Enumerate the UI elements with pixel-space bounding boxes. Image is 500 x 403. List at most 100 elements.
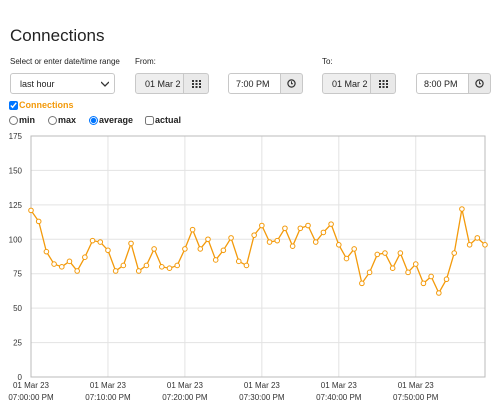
from-date: 01 Mar 2 xyxy=(145,78,181,89)
data-point xyxy=(436,290,442,296)
display-option[interactable]: actual xyxy=(145,115,181,125)
data-point xyxy=(151,246,157,252)
x-tick-label: 01 Mar 23 xyxy=(90,381,127,390)
data-point xyxy=(259,222,265,229)
x-tick-label: 01 Mar 23 xyxy=(398,381,435,390)
series-checkbox[interactable] xyxy=(9,100,18,110)
to-date: 01 Mar 2 xyxy=(332,78,368,89)
x-tick-label: 01 Mar 23 xyxy=(321,381,358,390)
to-time: 8:00 PM xyxy=(424,78,458,89)
data-point xyxy=(297,225,304,232)
y-tick-label: 50 xyxy=(13,304,22,313)
series-toggle[interactable]: Connections xyxy=(9,100,74,110)
clock-icon xyxy=(475,79,484,88)
data-point xyxy=(305,222,311,229)
data-point xyxy=(335,241,342,248)
series-line xyxy=(30,208,486,295)
data-point xyxy=(143,262,150,269)
x-tick-label: 07:20:00 PM xyxy=(162,393,208,402)
range-value: last hour xyxy=(20,78,55,89)
from-time: 7:00 PM xyxy=(236,78,270,89)
option-input[interactable] xyxy=(48,115,57,125)
x-tick-label: 07:40:00 PM xyxy=(316,393,362,402)
data-point xyxy=(451,250,458,256)
to-time-input[interactable]: 8:00 PM xyxy=(416,73,469,94)
display-option[interactable]: max xyxy=(48,115,76,125)
data-point xyxy=(220,247,227,254)
data-point xyxy=(420,280,427,287)
data-point xyxy=(328,221,334,227)
from-date-input[interactable]: 01 Mar 2 xyxy=(135,73,184,94)
y-tick-label: 150 xyxy=(9,166,23,175)
data-point xyxy=(51,261,57,267)
from-label: From: xyxy=(135,57,156,66)
data-point xyxy=(466,241,473,248)
x-tick-label: 01 Mar 23 xyxy=(167,381,204,390)
data-point xyxy=(443,276,450,283)
data-point xyxy=(205,236,211,243)
data-point xyxy=(282,225,288,232)
data-point xyxy=(266,239,273,245)
from-clock-button[interactable] xyxy=(280,73,303,94)
data-point xyxy=(228,235,234,241)
data-point xyxy=(312,239,319,245)
data-point xyxy=(82,254,88,260)
data-point xyxy=(166,265,173,272)
to-label: To: xyxy=(322,57,333,66)
data-point xyxy=(212,257,219,263)
option-input[interactable] xyxy=(145,115,154,125)
option-label: average xyxy=(99,115,134,125)
data-point xyxy=(482,241,488,248)
from-time-input[interactable]: 7:00 PM xyxy=(228,73,281,94)
data-point xyxy=(28,207,34,214)
y-tick-label: 0 xyxy=(18,373,23,382)
data-point xyxy=(289,243,296,249)
option-input[interactable] xyxy=(9,115,18,125)
data-point xyxy=(251,232,257,238)
x-tick-label: 07:00:00 PM xyxy=(8,393,54,402)
data-point xyxy=(120,262,127,269)
data-point xyxy=(274,237,281,244)
x-tick-label: 01 Mar 23 xyxy=(13,381,50,390)
chart: 0 25 50 75 100 125 150 175 01 Mar 23 07:00:00 PM 0… xyxy=(8,132,488,402)
to-clock-button[interactable] xyxy=(468,73,491,94)
data-point xyxy=(135,268,142,274)
data-point xyxy=(366,269,373,276)
y-tick-label: 75 xyxy=(13,270,22,279)
plot-frame xyxy=(30,135,486,378)
display-option[interactable]: min xyxy=(9,115,35,125)
data-point xyxy=(428,273,434,280)
y-tick-label: 125 xyxy=(9,201,23,210)
data-point xyxy=(474,235,481,241)
page-title: Connections xyxy=(10,26,105,45)
data-point xyxy=(66,258,73,265)
from-calendar-button[interactable] xyxy=(183,73,209,94)
data-point xyxy=(97,239,104,245)
data-point xyxy=(374,251,381,258)
to-date-input[interactable]: 01 Mar 2 xyxy=(322,73,371,94)
data-point xyxy=(105,247,111,254)
legend-entry: Connections xyxy=(19,100,74,110)
select-arrow xyxy=(101,81,109,87)
display-option[interactable]: average xyxy=(89,115,133,125)
data-point xyxy=(397,250,404,256)
data-point xyxy=(405,269,411,276)
to-calendar-button[interactable] xyxy=(370,73,396,94)
data-point xyxy=(128,240,134,247)
range-select[interactable]: last hour xyxy=(10,73,115,94)
data-point xyxy=(174,262,181,269)
data-point xyxy=(58,264,65,270)
x-tick-label: 07:50:00 PM xyxy=(393,393,439,402)
data-point xyxy=(89,237,96,244)
option-label: actual xyxy=(155,115,182,125)
option-input[interactable] xyxy=(89,115,98,125)
data-point xyxy=(382,250,388,256)
y-tick-label: 100 xyxy=(9,235,23,244)
data-point xyxy=(235,258,242,265)
data-point xyxy=(459,206,465,212)
calendar-icon xyxy=(191,79,201,88)
data-point xyxy=(35,218,42,225)
data-point xyxy=(182,246,188,252)
data-point xyxy=(351,246,357,252)
